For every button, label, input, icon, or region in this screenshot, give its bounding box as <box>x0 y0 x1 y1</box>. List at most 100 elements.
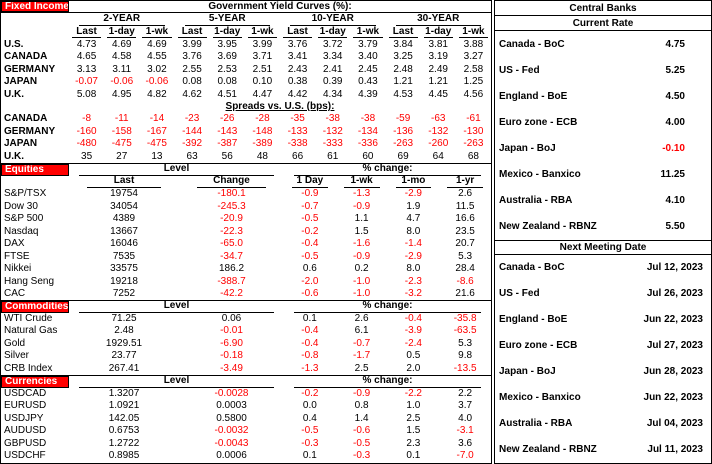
spread-value: -132 <box>322 125 343 137</box>
pct-1yr: 20.7 <box>455 238 475 250</box>
spread-value: -28 <box>255 113 270 125</box>
spread-value: 61 <box>327 150 339 162</box>
currencies-level-header: Level <box>79 376 274 388</box>
yield-value: 4.45 <box>428 88 448 100</box>
spread-value: -61 <box>466 113 481 125</box>
central-bank-rate-row: Euro zone - ECB 4.00 <box>495 109 711 135</box>
pct-1wk: 6.1 <box>354 325 369 337</box>
currency-pair-label: GBPUSD <box>4 437 47 449</box>
commodities-rows: WTI Crude 71.25 0.06 0.1 2.6 -0.4 -35.8 … <box>1 313 491 375</box>
commodity-row: WTI Crude 71.25 0.06 0.1 2.6 -0.4 -35.8 <box>1 313 491 325</box>
spread-row: CANADA -8 -11 -14 -23 -26 -28 -35 -38 -3… <box>1 113 491 125</box>
country-label: U.S. <box>4 38 24 50</box>
central-bank-meeting-row: US - Fed Jul 26, 2023 <box>495 281 711 307</box>
yield-value: 3.40 <box>358 51 378 63</box>
bank-rate: 5.25 <box>665 64 685 76</box>
pct-1wk: 1.4 <box>354 412 369 424</box>
spread-value: 66 <box>292 150 304 162</box>
pct-1mo: -2.2 <box>404 387 422 399</box>
yield-value: 3.02 <box>147 63 167 75</box>
country-label: JAPAN <box>4 76 38 88</box>
pct-1yr: 28.4 <box>455 263 475 275</box>
col-header: 1-wk <box>247 26 277 39</box>
pct-1mo: 8.0 <box>406 225 421 237</box>
pct-1day: 0.1 <box>302 450 317 462</box>
pct-1wk: 2.5 <box>354 362 369 374</box>
change-value: 0.0003 <box>216 400 247 412</box>
central-bank-rate-row: New Zealand - RBNZ 5.50 <box>495 213 711 239</box>
pct-1yr: 4.0 <box>458 412 473 424</box>
yield-value: 3.81 <box>428 38 448 50</box>
change-value: -180.1 <box>217 188 246 200</box>
col-header: Last <box>388 26 418 39</box>
yield-value: 2.55 <box>182 63 202 75</box>
change-value: -65.0 <box>220 238 243 250</box>
currency-pair-label: USDCAD <box>4 387 47 399</box>
pct-1wk: -1.6 <box>353 238 371 250</box>
pct-1yr: -7.0 <box>456 450 474 462</box>
bank-name: Canada - BoC <box>499 38 565 50</box>
bank-name: New Zealand - RBNZ <box>499 444 597 456</box>
last-value: 0.6753 <box>108 425 140 437</box>
spread-value: 56 <box>221 150 233 162</box>
yield-row: U.K. 5.08 4.95 4.82 4.62 4.51 4.47 4.42 … <box>1 88 491 100</box>
yield-value: 3.41 <box>287 51 308 63</box>
yield-value: 4.69 <box>112 38 132 50</box>
last-value: 34054 <box>110 200 138 212</box>
current-rates-list: Canada - BoC 4.75 US - Fed 5.25 England … <box>495 31 711 240</box>
spread-value: -160 <box>76 125 97 137</box>
pct-1wk: 1.1 <box>354 213 369 225</box>
pct-1wk: 0.2 <box>354 263 369 275</box>
col-header-1wk: 1-wk <box>343 176 380 189</box>
pct-1wk: -0.9 <box>353 387 371 399</box>
yield-value: 2.48 <box>393 63 413 75</box>
yield-value: 4.82 <box>147 88 167 100</box>
spread-value: -167 <box>146 125 167 137</box>
col-header: Last <box>283 26 313 39</box>
country-label: GERMANY <box>4 125 56 137</box>
change-value: -0.18 <box>220 350 243 362</box>
currency-pair-label: AUDUSD <box>4 425 47 437</box>
pct-1wk: 0.8 <box>354 400 369 412</box>
pct-1mo: -2.9 <box>404 188 422 200</box>
central-bank-meeting-row: Euro zone - ECB Jul 27, 2023 <box>495 333 711 359</box>
spread-value: -158 <box>111 125 132 137</box>
bank-rate: 4.10 <box>665 194 685 206</box>
central-bank-meeting-row: England - BoE Jun 22, 2023 <box>495 307 711 333</box>
equity-row: DAX 16046 -65.0 -0.4 -1.6 -1.4 20.7 <box>1 238 491 250</box>
index-label: FTSE <box>4 250 30 262</box>
pct-1wk: -1.7 <box>353 350 371 362</box>
pct-1wk: -0.5 <box>353 437 371 449</box>
pct-1day: -0.2 <box>301 387 319 399</box>
spreads-title: Spreads vs. U.S. (bps): <box>225 100 335 112</box>
spread-value: -333 <box>322 138 343 150</box>
bank-rate: 11.25 <box>660 168 685 180</box>
yield-row: JAPAN -0.07 -0.06 -0.06 0.08 0.08 0.10 0… <box>1 76 491 88</box>
fixed-income-header-row: Fixed Income Government Yield Curves (%)… <box>1 1 491 14</box>
currency-row: USDCAD 1.3207 -0.0028 -0.2 -0.9 -2.2 2.2 <box>1 388 491 400</box>
markets-table: Fixed Income Government Yield Curves (%)… <box>0 0 492 464</box>
col-header-1day: 1 Day <box>292 176 328 189</box>
pct-1day: -0.8 <box>301 350 319 362</box>
yield-value: 4.95 <box>112 88 132 100</box>
spread-value: 48 <box>256 150 268 162</box>
last-value: 1.0921 <box>108 400 140 412</box>
yield-value: 2.53 <box>217 63 237 75</box>
last-value: 7252 <box>112 288 136 300</box>
fixed-income-section-label: Fixed Income <box>1 1 69 13</box>
yield-curves-title: Government Yield Curves (%): <box>208 1 352 12</box>
yield-value: 0.38 <box>287 76 308 88</box>
spread-value: -387 <box>217 138 238 150</box>
yield-value: 3.19 <box>428 51 448 63</box>
index-label: S&P 500 <box>4 213 44 225</box>
bank-rate: 4.00 <box>665 116 685 128</box>
yield-value: 3.25 <box>393 51 413 63</box>
index-label: CAC <box>4 288 26 300</box>
spread-rows: CANADA -8 -11 -14 -23 -26 -28 -35 -38 -3… <box>1 113 491 163</box>
commodity-row: Gold 1929.51 -6.90 -0.4 -0.7 -2.4 5.3 <box>1 338 491 350</box>
yield-value: 4.62 <box>182 88 202 100</box>
last-value: 267.41 <box>108 362 140 374</box>
pct-1day: 0.6 <box>302 263 317 275</box>
meeting-date: Jun 28, 2023 <box>643 366 703 378</box>
pct-1day: -0.4 <box>301 337 319 349</box>
